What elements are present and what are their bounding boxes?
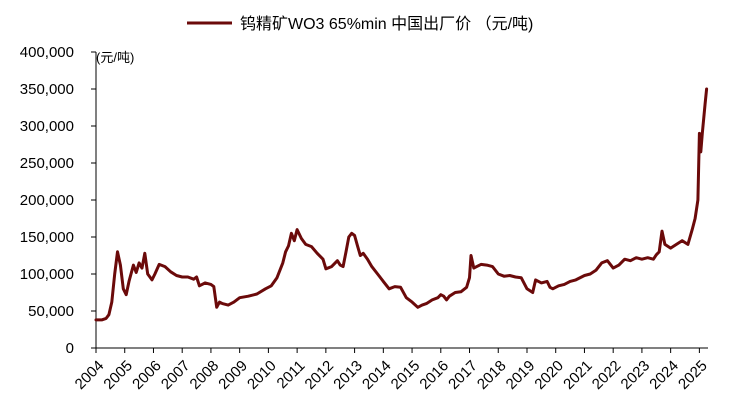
x-tick-label: 2019 [503,357,539,393]
y-tick-label: 300,000 [20,118,74,135]
y-tick-label: 150,000 [20,229,74,246]
x-tick-label: 2025 [675,357,711,393]
y-tick-label: 200,000 [20,192,74,209]
y-tick-label: 400,000 [20,44,74,61]
legend-label: 钨精矿WO3 65%min 中国出厂价 （元/吨) [240,15,533,33]
x-tick-label: 2013 [330,357,366,393]
legend: 钨精矿WO3 65%min 中国出厂价 （元/吨) [187,15,533,33]
x-tick-label: 2004 [72,357,108,393]
x-tick-label: 2011 [274,357,309,392]
x-axis: 2004200520062007200820092010201120122013… [72,347,711,393]
x-tick-label: 2020 [531,357,567,393]
x-tick-label: 2021 [560,357,596,393]
plot-series [94,87,709,322]
y-tick-label: 0 [66,340,74,357]
x-tick-label: 2010 [244,357,280,393]
x-tick-label: 2006 [129,357,165,393]
x-tick-label: 2012 [302,357,338,393]
x-tick-label: 2022 [589,357,625,393]
x-tick-label: 2015 [388,357,424,393]
x-tick-label: 2016 [416,357,452,393]
x-tick-label: 2017 [445,357,481,393]
x-tick-label: 2007 [158,357,194,393]
x-tick-label: 2014 [359,357,395,393]
x-tick-label: 2009 [215,357,251,393]
y-tick-label: 250,000 [20,155,74,172]
y-axis-unit-label: (元/吨) [96,50,134,65]
y-tick-label: 50,000 [28,303,74,320]
y-axis: 0 50,000 100,000 150,000 200,000 250,000 300,0… [20,44,97,357]
x-tick-label: 2023 [618,357,654,393]
y-tick-label: 100,000 [20,266,74,283]
x-tick-label: 2005 [100,357,136,393]
x-tick-label: 2024 [646,357,682,393]
x-tick-label: 2008 [187,357,223,393]
x-tick-label: 2018 [474,357,510,393]
y-tick-label: 350,000 [20,81,74,98]
series-line [94,87,709,322]
